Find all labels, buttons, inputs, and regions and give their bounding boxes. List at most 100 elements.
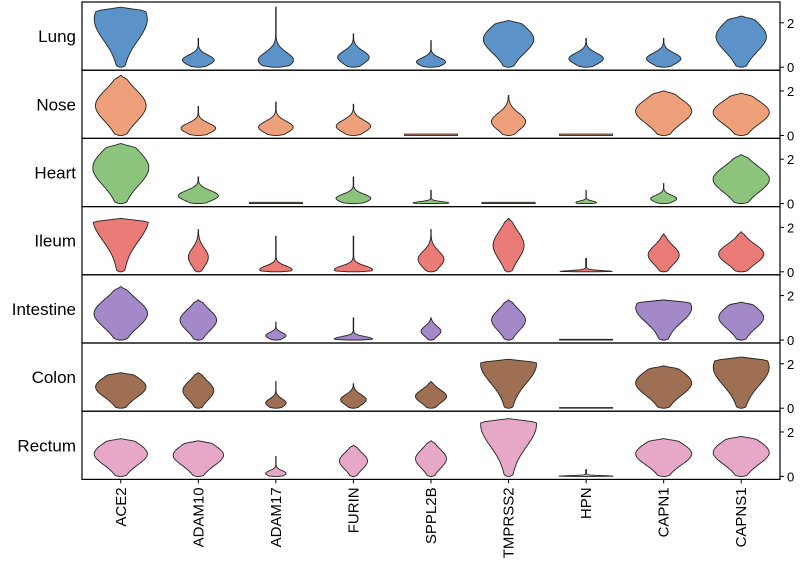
violin-intestine-ace2 <box>93 286 148 341</box>
violin-ileum-sppl2b <box>417 229 445 273</box>
violin-lung-tmprss2 <box>482 20 535 68</box>
violin-lung-adam10 <box>181 37 215 68</box>
y-tick-label: 2 <box>787 220 794 235</box>
y-tick-label: 0 <box>787 333 794 348</box>
gene-label-furin: FURIN <box>345 487 362 533</box>
violin-heart-furin <box>335 176 372 205</box>
violin-rectum-ace2 <box>93 438 148 477</box>
violin-ileum-capns1 <box>718 231 765 273</box>
tissue-label-nose: Nose <box>36 95 76 114</box>
violin-intestine-capn1 <box>635 299 693 341</box>
panel-nose: Nose 0 2 <box>36 69 794 143</box>
violin-lung-hpn <box>568 37 604 68</box>
violin-rectum-adam17 <box>265 455 287 477</box>
violin-colon-hpn <box>559 407 614 409</box>
y-tick-label: 0 <box>787 60 794 75</box>
violin-rectum-sppl2b <box>415 440 447 477</box>
y-tick-label: 2 <box>787 425 794 440</box>
violin-rectum-capn1 <box>635 438 693 477</box>
gene-label-adam17: ADAM17 <box>268 487 285 547</box>
panel-rectum: Rectum 0 2 <box>17 410 794 484</box>
violin-colon-capn1 <box>635 365 693 409</box>
tissue-label-heart: Heart <box>34 164 76 183</box>
y-tick-label: 0 <box>787 128 794 143</box>
violin-nose-ace2 <box>94 74 147 136</box>
violin-intestine-adam17 <box>265 321 287 341</box>
violin-nose-furin <box>335 103 372 136</box>
gene-label-sppl2b: SPPL2B <box>423 487 440 544</box>
gene-label-ace2: ACE2 <box>113 487 130 526</box>
violin-nose-adam10 <box>180 106 217 136</box>
violin-heart-adam17 <box>248 201 303 205</box>
y-tick-label: 2 <box>787 152 794 167</box>
violin-heart-tmprss2 <box>481 201 536 205</box>
violin-nose-capn1 <box>635 90 693 136</box>
violin-colon-adam17 <box>265 381 287 409</box>
tissue-label-colon: Colon <box>32 368 76 387</box>
y-tick-label: 0 <box>787 197 794 212</box>
panel-lung: Lung 0 2 <box>38 1 794 75</box>
panel-colon: Colon 0 2 <box>32 342 794 416</box>
violin-intestine-adam10 <box>179 299 218 341</box>
violin-colon-furin <box>340 383 367 409</box>
violin-ileum-tmprss2 <box>492 218 525 273</box>
violin-colon-ace2 <box>95 372 147 409</box>
violin-lung-ace2 <box>93 6 148 68</box>
tissue-label-intestine: Intestine <box>12 300 76 319</box>
violin-lung-capns1 <box>715 15 767 68</box>
violin-nose-tmprss2 <box>490 94 527 136</box>
gene-label-tmprss2: TMPRSS2 <box>501 487 518 558</box>
tissue-label-ileum: Ileum <box>34 232 76 251</box>
violin-ileum-ace2 <box>92 218 149 273</box>
violin-colon-sppl2b <box>415 381 447 409</box>
violin-heart-ace2 <box>92 143 150 205</box>
gene-label-hpn: HPN <box>578 487 595 519</box>
gene-label-capns1: CAPNS1 <box>733 487 750 547</box>
violin-colon-capns1 <box>712 356 770 409</box>
violin-heart-adam10 <box>177 176 219 205</box>
violin-nose-capns1 <box>712 92 770 136</box>
gene-label-capn1: CAPN1 <box>656 487 673 537</box>
y-tick-label: 0 <box>787 469 794 484</box>
y-tick-label: 2 <box>787 84 794 99</box>
violin-rectum-tmprss2 <box>480 418 537 477</box>
panel-heart: Heart 0 2 <box>34 137 794 212</box>
violin-ileum-furin <box>333 235 374 273</box>
y-tick-label: 0 <box>787 265 794 280</box>
violin-ileum-adam17 <box>259 235 293 273</box>
panels: Lung02Nose02Heart02Ileum02Intestine02Col… <box>12 1 794 484</box>
violin-ileum-hpn <box>559 258 613 273</box>
y-tick-label: 2 <box>787 357 794 372</box>
panel-intestine: Intestine 0 2 <box>12 274 794 348</box>
violin-lung-furin <box>337 33 370 68</box>
violin-heart-capn1 <box>650 183 678 205</box>
violin-heart-capns1 <box>712 154 770 205</box>
violin-intestine-capns1 <box>718 301 765 341</box>
violin-colon-adam10 <box>182 372 215 409</box>
violin-intestine-sppl2b <box>420 317 442 341</box>
violin-rectum-capns1 <box>712 435 770 477</box>
violin-rectum-hpn <box>558 469 614 477</box>
violin-rectum-adam10 <box>172 440 224 477</box>
violin-intestine-furin <box>333 317 374 341</box>
violin-lung-capn1 <box>645 37 682 68</box>
gene-labels: ACE2 ADAM10 ADAM17 FURIN SPPL2B TMPRSS2 HPN CAP… <box>113 479 750 558</box>
violin-nose-hpn <box>559 133 614 136</box>
violin-ileum-adam10 <box>187 229 209 273</box>
y-tick-label: 2 <box>787 289 794 304</box>
y-tick-label: 0 <box>787 401 794 416</box>
violin-heart-sppl2b <box>412 189 450 205</box>
violin-lung-sppl2b <box>415 40 447 68</box>
violin-intestine-tmprss2 <box>491 299 526 341</box>
y-tick-label: 2 <box>787 16 794 31</box>
violin-nose-sppl2b <box>404 133 458 136</box>
violin-lung-adam17 <box>257 6 294 68</box>
gene-label-adam10: ADAM10 <box>190 487 207 547</box>
tissue-label-rectum: Rectum <box>17 436 76 455</box>
violin-nose-adam17 <box>258 101 294 136</box>
tissue-label-lung: Lung <box>38 27 76 46</box>
violin-rectum-furin <box>338 444 368 477</box>
violin-intestine-hpn <box>559 338 614 341</box>
violin-ileum-capn1 <box>647 233 680 273</box>
